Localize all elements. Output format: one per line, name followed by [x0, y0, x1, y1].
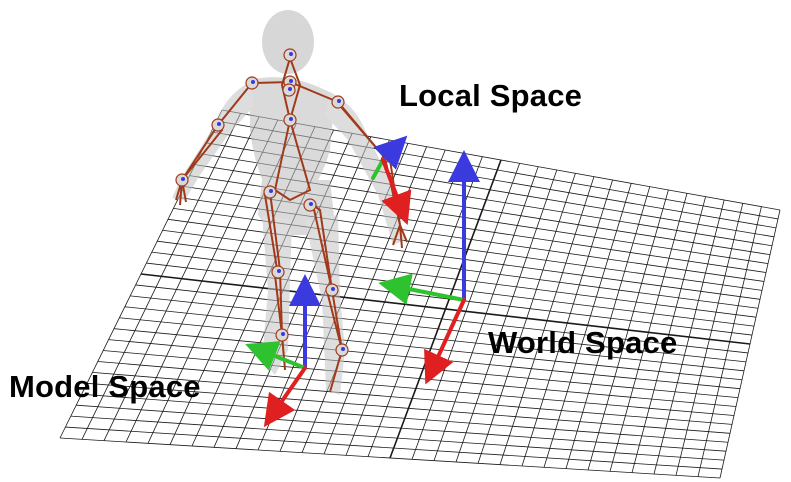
character-head [262, 10, 314, 74]
grid-line [697, 206, 762, 477]
skeleton-joints [175, 48, 349, 357]
joint-dot [289, 79, 293, 83]
grid-line [433, 166, 539, 461]
joint-dot [331, 287, 335, 291]
grid-line [76, 404, 727, 452]
local-y-axis [371, 158, 385, 180]
joint-dot [289, 117, 293, 121]
joint-dot [281, 332, 285, 336]
local-space-label: Local Space [399, 78, 583, 113]
joint-dot [289, 52, 293, 56]
joint-dot [217, 122, 221, 126]
character-torso [250, 77, 335, 195]
world-space-label: World Space [488, 325, 678, 360]
world-x-axis [424, 298, 466, 385]
model-x-axis [263, 366, 307, 428]
grid-line [81, 393, 729, 443]
grid-line [86, 382, 731, 434]
model-y-axis [245, 341, 307, 371]
grid-line [65, 426, 723, 470]
local-axes-gizmo [371, 135, 412, 225]
bone-spine-lower [273, 119, 312, 202]
joint-dot [277, 269, 281, 273]
joint-dot [251, 80, 255, 84]
character-right-leg [305, 215, 345, 395]
floor-grid [59, 109, 781, 479]
grid-line [719, 209, 781, 479]
world-axes-gizmo [378, 150, 480, 385]
joint-dot [337, 99, 341, 103]
bone-right-hand [392, 224, 408, 249]
model-space-label: Model Space [9, 369, 201, 404]
local-x-axis [381, 158, 412, 225]
grid-line [70, 415, 725, 461]
world-y-axis [378, 273, 466, 305]
local-z-axis [373, 135, 408, 170]
joint-dot [269, 189, 273, 193]
grid-line [631, 196, 706, 473]
grid-line [653, 199, 725, 475]
grid-line [675, 203, 744, 476]
bone-right-thigh [311, 202, 333, 291]
model-axes-gizmo [245, 274, 321, 428]
joint-dot [181, 177, 185, 181]
grid-line [59, 437, 721, 479]
joint-dot [309, 202, 313, 206]
joint-dot [341, 347, 345, 351]
joint-dot [288, 87, 292, 91]
